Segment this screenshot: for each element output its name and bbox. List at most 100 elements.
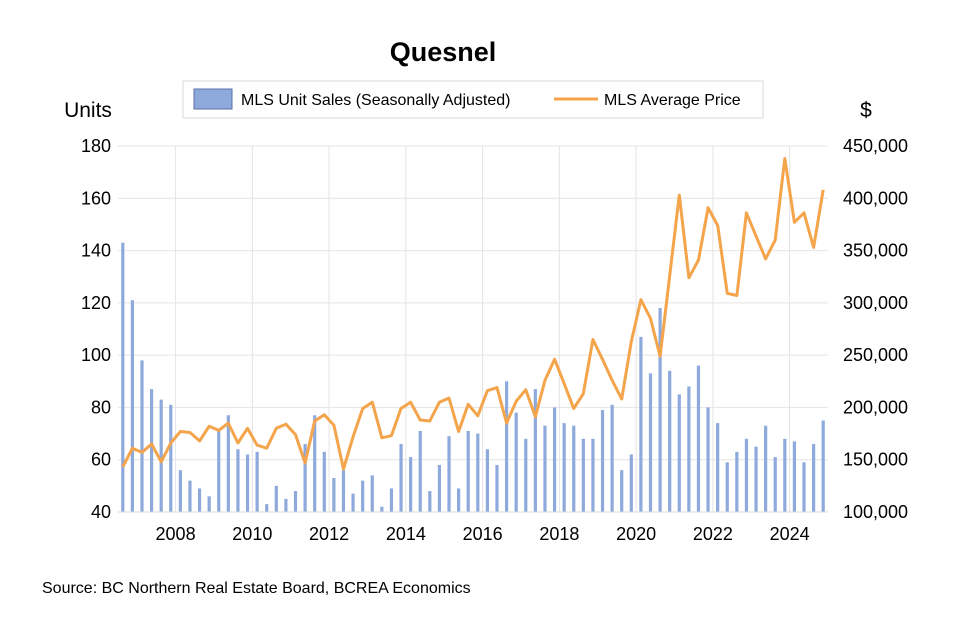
legend-line-label: MLS Average Price — [604, 92, 741, 109]
sales-bar — [207, 496, 211, 512]
sales-bar — [428, 491, 432, 512]
left-axis-ticks: 180 160 140 120 100 80 60 40 — [81, 136, 111, 522]
right-tick-label: 450,000 — [843, 136, 908, 156]
sales-bar — [188, 480, 192, 512]
x-tick-label: 2020 — [616, 524, 656, 544]
sales-bar — [284, 498, 288, 512]
sales-bar — [476, 433, 480, 512]
legend-bar-label: MLS Unit Sales (Seasonally Adjusted) — [241, 92, 510, 109]
chart-title: Quesnel — [390, 37, 497, 67]
sales-bar — [159, 399, 163, 512]
right-axis-label: $ — [860, 99, 872, 122]
sales-bar — [639, 336, 643, 512]
sales-bar — [764, 425, 768, 512]
x-axis-ticks: 2008 2010 2012 2014 2016 2018 2020 2022 2024 — [156, 524, 810, 544]
right-tick-label: 100,000 — [843, 502, 908, 522]
sales-bar — [744, 438, 749, 512]
sales-bar — [581, 438, 585, 512]
left-tick-label: 140 — [81, 241, 111, 261]
right-tick-label: 300,000 — [843, 293, 908, 313]
x-tick-label: 2024 — [770, 524, 810, 544]
sales-bar — [620, 470, 624, 512]
sales-bar — [735, 451, 739, 512]
sales-bar — [658, 308, 662, 512]
x-tick-label: 2014 — [386, 524, 426, 544]
left-tick-label: 100 — [81, 345, 111, 365]
sales-bar — [533, 389, 537, 512]
sales-bar — [524, 438, 528, 512]
sales-bar — [255, 451, 259, 512]
left-axis-label: Units — [64, 99, 112, 122]
sales-bar — [245, 454, 250, 512]
sales-bar — [447, 436, 451, 512]
sales-bar — [437, 464, 442, 512]
sales-bar — [504, 381, 509, 512]
left-tick-label: 40 — [91, 502, 111, 522]
sales-bar — [466, 430, 470, 512]
x-tick-label: 2018 — [539, 524, 579, 544]
sales-bar — [552, 407, 557, 512]
sales-bar — [610, 404, 614, 512]
sales-bar — [648, 373, 653, 512]
sales-bar — [149, 389, 154, 512]
sales-bar — [687, 386, 691, 512]
sales-bar — [236, 449, 240, 512]
sales-bar — [783, 438, 787, 512]
sales-bar — [773, 457, 777, 512]
sales-bar — [821, 420, 825, 512]
left-tick-label: 180 — [81, 136, 111, 156]
sales-bar — [121, 242, 125, 512]
sales-bar — [274, 485, 278, 512]
right-axis-ticks: 450,000 400,000 350,000 300,000 250,000 200,0… — [843, 136, 908, 522]
x-tick-label: 2016 — [463, 524, 503, 544]
sales-bar — [812, 444, 816, 512]
sales-bar — [514, 412, 518, 512]
sales-bar — [754, 446, 758, 512]
sales-bar — [725, 462, 729, 512]
x-tick-label: 2010 — [232, 524, 272, 544]
source-note: Source: BC Northern Real Estate Board, B… — [42, 580, 471, 597]
x-tick-label: 2008 — [156, 524, 196, 544]
sales-bar — [389, 488, 394, 512]
sales-bar — [802, 462, 806, 512]
sales-bar — [399, 444, 403, 512]
legend-box — [182, 80, 764, 119]
sales-bar — [591, 438, 595, 512]
sales-bar — [696, 365, 701, 512]
sales-bar — [169, 404, 173, 512]
sales-bar — [332, 478, 336, 512]
sales-bar — [677, 394, 681, 512]
right-tick-label: 250,000 — [843, 345, 908, 365]
sales-bar — [543, 425, 547, 512]
right-tick-label: 200,000 — [843, 397, 908, 417]
left-tick-label: 120 — [81, 293, 111, 313]
sales-bar — [668, 370, 672, 512]
sales-bar — [140, 360, 144, 512]
sales-bar — [562, 423, 566, 512]
sales-bar — [629, 454, 633, 512]
sales-bar — [303, 444, 307, 512]
sales-bar — [130, 300, 134, 512]
price-line — [121, 157, 825, 471]
sales-bar — [265, 504, 269, 512]
x-tick-label: 2012 — [309, 524, 349, 544]
sales-bar — [361, 480, 365, 512]
sales-bar — [217, 430, 221, 512]
sales-bar — [716, 423, 720, 512]
bar-series — [121, 242, 825, 512]
sales-bar — [418, 430, 422, 512]
sales-bar — [572, 425, 576, 512]
left-tick-label: 60 — [91, 450, 111, 470]
sales-bar — [409, 457, 413, 512]
sales-bar — [313, 415, 317, 512]
sales-bar — [293, 491, 298, 512]
sales-bar — [485, 449, 489, 512]
right-tick-label: 150,000 — [843, 450, 908, 470]
sales-bar — [600, 410, 605, 512]
sales-bar — [380, 506, 384, 512]
right-tick-label: 350,000 — [843, 241, 908, 261]
sales-bar — [495, 464, 499, 512]
sales-bar — [351, 493, 355, 512]
left-tick-label: 80 — [91, 397, 111, 417]
